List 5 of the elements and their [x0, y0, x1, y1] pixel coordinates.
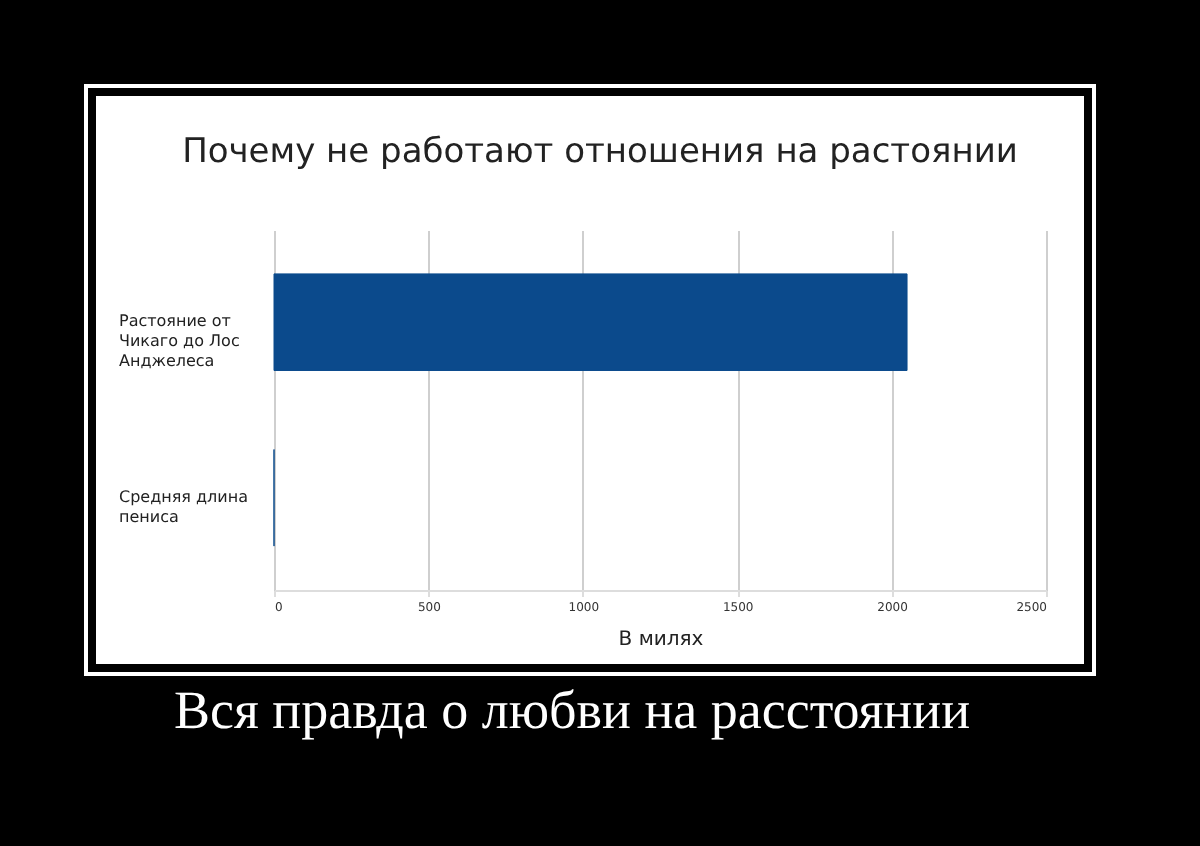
chart-title: Почему не работают отношения на растоянии — [182, 132, 1018, 172]
text: Вся правда о любви на расстоянии — [171, 680, 973, 742]
y-tick-label: Растояние от Чикаго до Лос Анджелеса — [119, 312, 240, 371]
x-axis-title: В милях — [618, 629, 704, 651]
y-tick-label: Средняя длина пениса — [119, 487, 249, 526]
